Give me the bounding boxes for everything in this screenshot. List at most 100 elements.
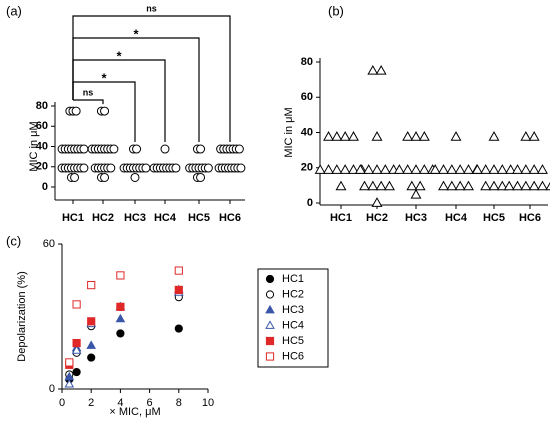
marker: [323, 131, 334, 141]
y-tick-label: 60: [43, 238, 55, 250]
marker: [363, 164, 375, 174]
marker: [503, 180, 515, 191]
marker: [348, 131, 359, 141]
significance-label: ns: [83, 87, 94, 97]
marker: [174, 324, 183, 333]
marker: [323, 164, 334, 174]
legend-label: HC5: [282, 335, 304, 347]
marker: [371, 197, 383, 207]
y-axis-label: MIC in μM: [283, 107, 295, 157]
x-tick-label: 2: [88, 397, 94, 409]
marker: [314, 164, 326, 174]
x-tick-label: 8: [176, 397, 182, 409]
y-tick-label: 0: [307, 197, 313, 209]
marker: [335, 180, 347, 191]
marker: [379, 164, 391, 174]
marker: [393, 164, 405, 174]
marker: [339, 131, 351, 141]
x-tick-label: 6: [147, 397, 153, 409]
panel-label: (c): [6, 233, 21, 248]
marker: [429, 164, 441, 174]
x-tick-label: HC1: [330, 212, 352, 224]
marker: [367, 64, 379, 75]
marker: [236, 163, 246, 173]
marker: [480, 180, 492, 191]
x-tick-label: HC1: [62, 212, 84, 224]
marker: [375, 180, 387, 191]
marker: [65, 358, 74, 367]
marker: [537, 164, 548, 174]
legend-label: HC2: [282, 288, 304, 300]
marker: [171, 163, 181, 173]
legend-label: HC4: [282, 319, 304, 331]
marker: [414, 180, 426, 191]
y-tick-label: 40: [36, 140, 48, 152]
y-tick-label: 60: [301, 91, 313, 103]
y-axis-label: MIC in μM: [28, 121, 40, 171]
marker: [505, 164, 517, 174]
marker: [109, 144, 119, 154]
marker: [463, 180, 474, 191]
marker: [520, 180, 532, 191]
marker: [537, 180, 548, 191]
marker: [496, 180, 508, 191]
marker: [72, 338, 81, 348]
x-tick-label: HC3: [124, 212, 146, 224]
y-tick-label: 80: [301, 56, 313, 68]
marker: [72, 300, 81, 309]
marker: [79, 163, 89, 173]
marker: [339, 164, 351, 174]
marker: [410, 188, 422, 199]
marker: [174, 285, 183, 295]
marker: [100, 106, 110, 116]
marker: [371, 164, 383, 174]
marker: [331, 131, 343, 141]
y-tick-label: 40: [301, 126, 313, 138]
marker: [410, 131, 422, 141]
panel-label: (b): [328, 3, 344, 18]
y-tick-label: 20: [301, 162, 313, 174]
x-tick-label: HC5: [188, 212, 210, 224]
y-tick-label: 60: [36, 120, 48, 132]
marker: [488, 180, 500, 191]
marker: [265, 320, 275, 329]
marker: [528, 180, 540, 191]
marker: [116, 271, 125, 280]
y-tick-label: 0: [49, 383, 55, 395]
x-tick-label: HC6: [219, 212, 241, 224]
marker: [520, 131, 532, 141]
marker: [348, 164, 359, 174]
marker: [512, 164, 523, 174]
marker: [141, 163, 151, 173]
y-axis-label: Depolarization (%): [16, 271, 28, 361]
marker: [528, 164, 540, 174]
significance-label: ns: [146, 3, 157, 13]
legend-box: [257, 268, 329, 368]
marker: [86, 340, 97, 349]
marker: [203, 163, 213, 173]
marker: [418, 164, 430, 174]
significance-label: *: [133, 26, 139, 41]
marker: [87, 280, 96, 290]
marker: [331, 164, 343, 174]
marker: [72, 367, 81, 377]
x-tick-label: HC4: [154, 212, 177, 224]
marker: [116, 302, 125, 311]
marker: [106, 163, 116, 173]
x-tick-label: HC2: [366, 212, 388, 224]
x-tick-label: 10: [202, 397, 214, 409]
marker: [375, 64, 387, 75]
marker: [87, 317, 96, 326]
significance-bracket: [73, 99, 104, 105]
legend-label: HC6: [282, 350, 304, 362]
marker: [410, 164, 422, 174]
legend-label: HC3: [282, 304, 304, 316]
significance-bracket: [72, 59, 166, 143]
marker: [265, 290, 275, 299]
marker: [402, 164, 414, 174]
marker: [265, 274, 275, 284]
marker: [196, 144, 206, 154]
marker: [488, 164, 500, 174]
marker: [265, 352, 275, 361]
marker: [87, 353, 96, 362]
